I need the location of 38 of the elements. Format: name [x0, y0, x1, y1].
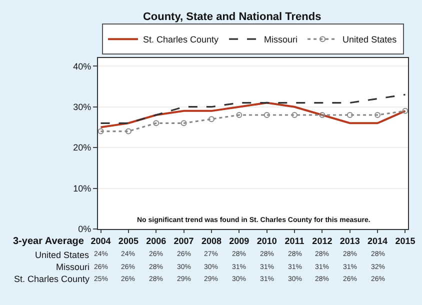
point: [346, 112, 353, 118]
point: [125, 128, 132, 134]
x-tick-label: 2004: [90, 236, 111, 246]
point: [319, 112, 326, 118]
x-tick-label: 2008: [201, 236, 222, 246]
text: United States: [35, 250, 90, 260]
point: [292, 112, 298, 118]
legend-label: United States: [342, 34, 398, 45]
x-tick-label: 2015: [395, 236, 416, 246]
text: St. Charles County: [14, 274, 90, 284]
x-tick-label: 2009: [229, 236, 250, 246]
x-axis-title: 3-year Average: [13, 236, 84, 247]
point: [374, 112, 381, 118]
x-tick-label: 2010: [256, 236, 277, 246]
point: [208, 116, 214, 122]
y-tick-label: 20%: [73, 142, 92, 153]
y-tick-label: 40%: [73, 61, 92, 72]
x-tick-label: 2007: [174, 236, 194, 246]
y-tick-label: 30%: [73, 102, 92, 112]
legend-label: St. Charles County: [143, 34, 220, 45]
x-tick-label: 2006: [146, 236, 166, 246]
point: [153, 120, 160, 126]
point: [98, 128, 104, 134]
x-tick-label: 2012: [312, 236, 332, 246]
x-tick-label: 2005: [118, 236, 138, 246]
line-series: [100, 94, 406, 124]
chart-title: County, State and National Trends: [142, 10, 322, 23]
point: [402, 108, 408, 114]
legend-label: Missouri: [264, 34, 298, 45]
y-tick-label: 10%: [73, 183, 92, 194]
y-tick-label: 0%: [78, 224, 92, 234]
text: Missouri: [56, 262, 90, 272]
point: [236, 112, 242, 118]
x-tick-label: 2011: [284, 236, 304, 246]
x-tick-label: 2014: [368, 236, 388, 246]
x-tick-label: 2013: [340, 236, 360, 246]
point: [264, 112, 270, 118]
point: [180, 120, 187, 126]
